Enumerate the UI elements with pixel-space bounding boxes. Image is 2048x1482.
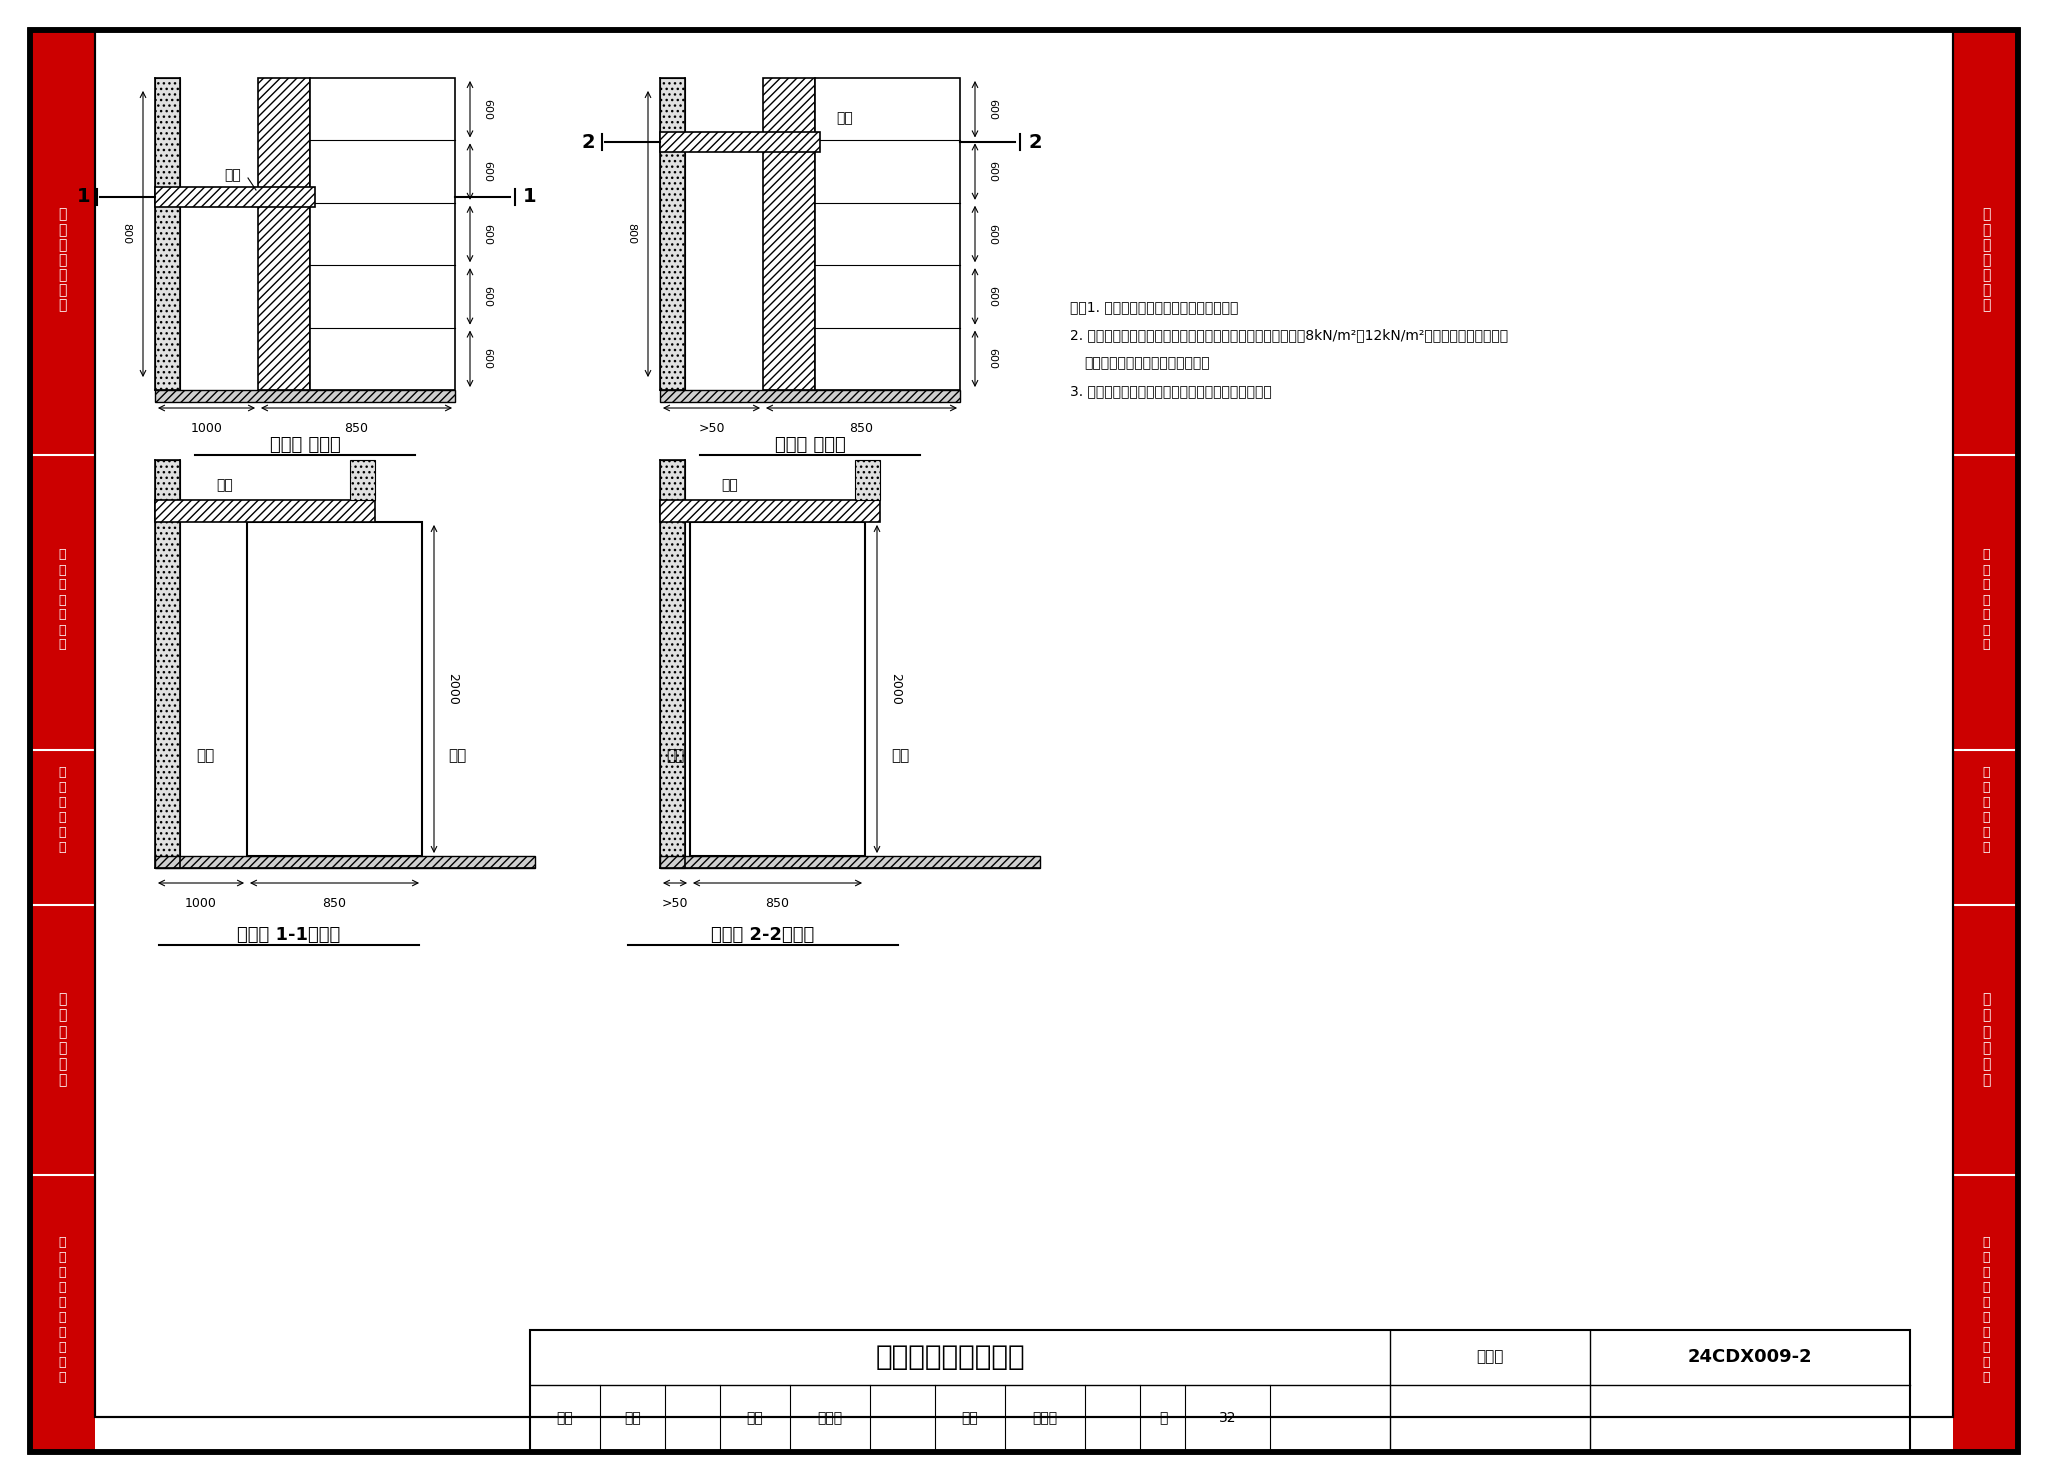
Text: 电
力
模
块
及
其: 电 力 模 块 及 其 xyxy=(1982,766,1991,854)
Bar xyxy=(248,522,422,857)
Text: 800: 800 xyxy=(627,224,637,245)
Bar xyxy=(258,79,309,390)
Bar xyxy=(764,79,815,390)
Text: 600: 600 xyxy=(481,286,492,307)
Text: 柜前: 柜前 xyxy=(891,748,909,763)
Bar xyxy=(659,132,819,153)
Text: 2. 设备应安装在如混凝土、砖块或砖等基础上，设备活荷载为8kN/m²～12kN/m²，基础荷载必须足够支: 2. 设备应安装在如混凝土、砖块或砖等基础上，设备活荷载为8kN/m²～12kN… xyxy=(1069,328,1507,342)
Text: 32: 32 xyxy=(1219,1411,1237,1426)
Bar xyxy=(659,857,1040,868)
Text: 600: 600 xyxy=(987,99,997,120)
Text: 桥架: 桥架 xyxy=(217,479,233,492)
Text: 600: 600 xyxy=(987,162,997,182)
Text: 3. 电缆支架、桥架及房屋层高由具体工程设计确定。: 3. 电缆支架、桥架及房屋层高由具体工程设计确定。 xyxy=(1069,384,1272,399)
Text: 王小凯: 王小凯 xyxy=(1032,1411,1057,1426)
Text: 冷
却
间
接
蒸
发
空
调
系
统: 冷 却 间 接 蒸 发 空 调 系 统 xyxy=(57,1236,66,1384)
Bar xyxy=(659,390,961,402)
Text: 2000: 2000 xyxy=(446,673,459,705)
Text: 电
力
模
块
及
其: 电 力 模 块 及 其 xyxy=(57,766,66,854)
Text: >50: >50 xyxy=(662,897,688,910)
Bar xyxy=(31,30,94,1452)
Text: 智
能
化
管
理
系
统: 智 能 化 管 理 系 统 xyxy=(57,548,66,652)
Text: 设计: 设计 xyxy=(963,1411,979,1426)
Bar xyxy=(690,522,864,857)
Text: 王建军: 王建军 xyxy=(817,1411,842,1426)
Text: 图集号: 图集号 xyxy=(1477,1350,1503,1365)
Bar xyxy=(1954,30,2017,1452)
Text: 柜后: 柜后 xyxy=(666,748,684,763)
Text: 2: 2 xyxy=(582,132,596,151)
Bar xyxy=(156,459,180,868)
Text: 24CDX009-2: 24CDX009-2 xyxy=(1688,1349,1812,1366)
Text: 2: 2 xyxy=(1028,132,1042,151)
Text: >50: >50 xyxy=(698,422,725,436)
Text: 方式一 平面图: 方式一 平面图 xyxy=(270,436,340,453)
Text: 2000: 2000 xyxy=(889,673,901,705)
Text: 850: 850 xyxy=(344,422,369,436)
Text: 设
计
与
安
装
要
点: 设 计 与 安 装 要 点 xyxy=(1982,207,1991,313)
Text: 审核: 审核 xyxy=(557,1411,573,1426)
Text: 600: 600 xyxy=(481,348,492,369)
Text: 850: 850 xyxy=(766,897,788,910)
Text: 桥架: 桥架 xyxy=(838,111,854,124)
Text: 柜前: 柜前 xyxy=(449,748,467,763)
Text: 方式二 2-2剖面图: 方式二 2-2剖面图 xyxy=(711,926,815,944)
Text: 600: 600 xyxy=(481,224,492,245)
Text: 撑设备荷载的要求，且易于固定。: 撑设备荷载的要求，且易于固定。 xyxy=(1083,356,1210,370)
Text: 800: 800 xyxy=(121,224,131,245)
Text: 页: 页 xyxy=(1159,1411,1167,1426)
Text: 冷
却
间
接
蒸
发
空
调
系
统: 冷 却 间 接 蒸 发 空 调 系 统 xyxy=(1982,1236,1991,1384)
Bar xyxy=(659,79,684,390)
Text: 锂离子电池柜安装图: 锂离子电池柜安装图 xyxy=(874,1343,1024,1371)
Bar xyxy=(854,459,881,499)
Bar xyxy=(659,459,684,868)
Text: 1000: 1000 xyxy=(190,422,223,436)
Text: 桥架: 桥架 xyxy=(721,479,739,492)
Text: 孙兰: 孙兰 xyxy=(625,1411,641,1426)
Bar xyxy=(815,79,961,390)
Text: 600: 600 xyxy=(481,99,492,120)
Bar xyxy=(156,390,455,402)
Text: 600: 600 xyxy=(987,286,997,307)
Text: 1: 1 xyxy=(76,188,90,206)
Text: 柜后: 柜后 xyxy=(197,748,215,763)
Text: 600: 600 xyxy=(987,224,997,245)
Text: 桥架: 桥架 xyxy=(225,167,242,182)
Text: 600: 600 xyxy=(481,162,492,182)
Text: 智
能
化
管
理
系
统: 智 能 化 管 理 系 统 xyxy=(1982,548,1991,652)
Text: 设
计
与
安
装
要
点: 设 计 与 安 装 要 点 xyxy=(57,207,66,313)
Bar xyxy=(659,499,881,522)
Text: 1: 1 xyxy=(522,188,537,206)
Bar xyxy=(156,187,315,207)
Bar xyxy=(350,459,375,499)
Text: 锂
离
子
电
池
柜: 锂 离 子 电 池 柜 xyxy=(57,993,66,1088)
Text: 方式二 平面图: 方式二 平面图 xyxy=(774,436,846,453)
Bar xyxy=(530,1329,1911,1452)
Text: 锂
离
子
电
池
柜: 锂 离 子 电 池 柜 xyxy=(1982,993,1991,1088)
Bar xyxy=(156,857,535,868)
Text: 1000: 1000 xyxy=(184,897,217,910)
Text: 600: 600 xyxy=(987,348,997,369)
Text: 850: 850 xyxy=(850,422,874,436)
Bar xyxy=(156,79,180,390)
Text: 850: 850 xyxy=(322,897,346,910)
Text: 注：1. 电缆进出线采用上进上出布线方式。: 注：1. 电缆进出线采用上进上出布线方式。 xyxy=(1069,299,1239,314)
Text: 校对: 校对 xyxy=(748,1411,764,1426)
Bar xyxy=(309,79,455,390)
Bar xyxy=(156,499,375,522)
Text: 方式一 1-1剖面图: 方式一 1-1剖面图 xyxy=(238,926,340,944)
